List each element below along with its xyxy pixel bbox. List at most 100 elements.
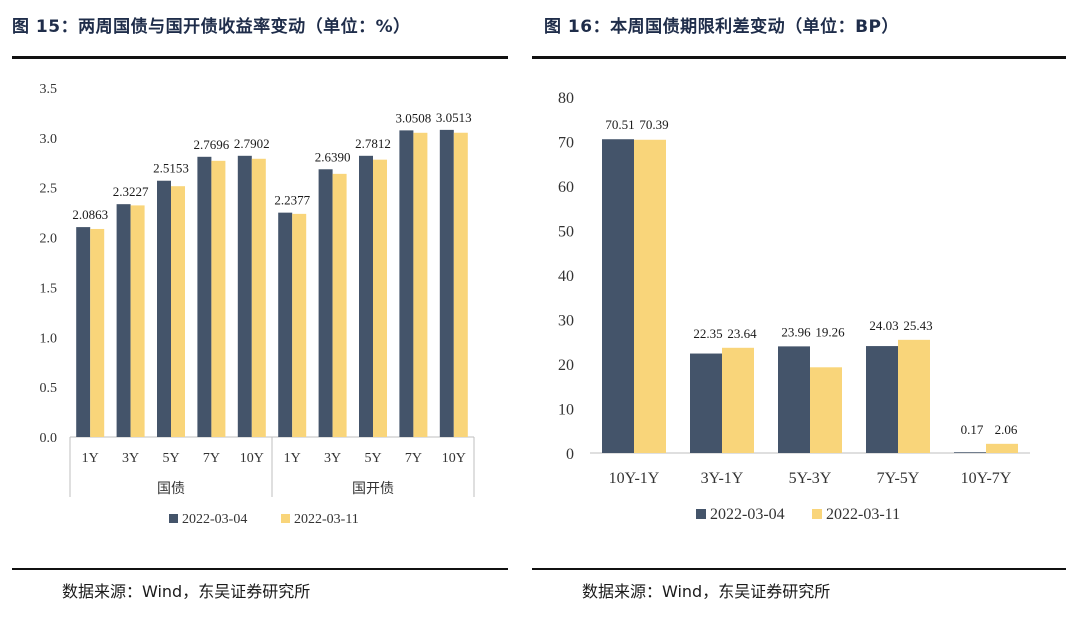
legend-swatch-2022-03-11 bbox=[812, 509, 822, 519]
y-tick-label: 3.0 bbox=[40, 132, 58, 147]
y-tick-label: 0.0 bbox=[40, 431, 58, 446]
x-tick-label: 3Y bbox=[122, 451, 139, 466]
data-label: 2.2377 bbox=[274, 193, 310, 208]
bar-2022-03-11 bbox=[986, 443, 1018, 453]
x-tick-label: 3Y-1Y bbox=[701, 470, 744, 487]
right-bottom-rule bbox=[532, 568, 1066, 570]
bar-2022-03-04 bbox=[954, 452, 986, 453]
bar-2022-03-11 bbox=[898, 339, 930, 453]
data-label: 2.6390 bbox=[315, 149, 351, 164]
bar-2022-03-04 bbox=[76, 227, 91, 437]
data-label: 70.39 bbox=[639, 117, 668, 132]
x-tick-label: 5Y bbox=[162, 451, 179, 466]
group-label: 国开债 bbox=[352, 481, 394, 497]
data-label: 2.5153 bbox=[153, 161, 189, 176]
left-source-note: 数据来源：Wind，东吴证券研究所 bbox=[62, 582, 311, 601]
bar-2022-03-11 bbox=[722, 347, 754, 453]
bar-2022-03-11 bbox=[171, 186, 185, 437]
data-label: 0.17 bbox=[961, 422, 984, 437]
x-tick-label: 1Y bbox=[284, 451, 301, 466]
y-tick-label: 70 bbox=[558, 135, 574, 152]
legend-swatch-2022-03-11 bbox=[281, 514, 290, 523]
data-label: 2.7812 bbox=[355, 136, 391, 151]
data-label: 2.7696 bbox=[194, 137, 230, 152]
group-label: 国债 bbox=[157, 481, 185, 497]
left-top-rule bbox=[12, 56, 508, 59]
bar-2022-03-11 bbox=[453, 132, 468, 437]
y-tick-label: 1.0 bbox=[40, 331, 58, 346]
x-tick-label: 5Y bbox=[364, 451, 381, 466]
data-label: 3.0508 bbox=[396, 110, 432, 125]
right-source-note: 数据来源：Wind，东吴证券研究所 bbox=[582, 582, 831, 601]
x-tick-label: 7Y bbox=[203, 451, 220, 466]
x-tick-label: 7Y bbox=[405, 451, 422, 466]
bar-2022-03-04 bbox=[116, 204, 131, 437]
data-label: 2.3227 bbox=[113, 184, 149, 199]
x-tick-label: 7Y-5Y bbox=[877, 470, 920, 487]
y-tick-label: 30 bbox=[558, 313, 574, 330]
data-label: 24.03 bbox=[869, 318, 898, 333]
y-tick-label: 3.5 bbox=[40, 82, 58, 97]
bar-2022-03-04 bbox=[866, 346, 898, 453]
bar-2022-03-04 bbox=[602, 139, 634, 453]
bar-2022-03-11 bbox=[130, 205, 145, 437]
legend-label: 2022-03-04 bbox=[710, 506, 785, 523]
x-tick-label: 1Y bbox=[82, 451, 99, 466]
data-label: 2.0863 bbox=[72, 207, 108, 222]
y-tick-label: 50 bbox=[558, 224, 574, 241]
bar-2022-03-04 bbox=[197, 156, 212, 437]
y-tick-label: 60 bbox=[558, 179, 574, 196]
data-label: 23.64 bbox=[727, 326, 757, 341]
legend-label: 2022-03-11 bbox=[294, 512, 359, 527]
right-top-rule bbox=[532, 56, 1066, 59]
bar-2022-03-11 bbox=[251, 158, 266, 437]
y-tick-label: 0 bbox=[566, 446, 574, 463]
y-tick-label: 2.5 bbox=[40, 182, 58, 197]
bar-2022-03-11 bbox=[332, 173, 347, 437]
left-figure-panel: 图 15：两周国债与国开债收益率变动（单位：%） 0.0 0.5 1.0 1.5 2.0… bbox=[0, 0, 520, 618]
x-tick-label: 10Y bbox=[240, 451, 264, 466]
y-tick-label: 1.5 bbox=[40, 281, 58, 296]
legend-swatch-2022-03-04 bbox=[696, 509, 706, 519]
x-tick-label: 3Y bbox=[324, 451, 341, 466]
data-label: 2.7902 bbox=[234, 136, 270, 151]
data-label: 19.26 bbox=[815, 324, 845, 339]
bar-2022-03-04 bbox=[157, 180, 171, 437]
bar-2022-03-04 bbox=[237, 155, 252, 437]
data-label: 3.0513 bbox=[436, 110, 472, 125]
right-figure-panel: 图 16：本周国债期限利差变动（单位：BP） 0 10 20 30 40 50 60 70 80… bbox=[530, 0, 1080, 618]
y-tick-label: 0.5 bbox=[40, 381, 58, 396]
bar-2022-03-11 bbox=[211, 160, 226, 438]
y-tick-label: 2.0 bbox=[40, 232, 58, 247]
legend-swatch-2022-03-04 bbox=[169, 514, 178, 523]
bar-2022-03-04 bbox=[318, 169, 333, 437]
bar-2022-03-11 bbox=[90, 228, 105, 437]
legend-label: 2022-03-11 bbox=[826, 506, 900, 523]
data-label: 2.06 bbox=[995, 422, 1018, 437]
x-tick-label: 10Y bbox=[442, 451, 466, 466]
bar-2022-03-11 bbox=[634, 139, 666, 453]
y-tick-label: 80 bbox=[558, 90, 574, 107]
right-spread-bar-chart: 0 10 20 30 40 50 60 70 80 70.51 70.39 10Y-1Y 22.35 23… bbox=[558, 90, 1030, 523]
x-tick-label: 10Y-1Y bbox=[609, 470, 660, 487]
bar-2022-03-04 bbox=[778, 346, 810, 453]
left-yield-bar-chart: 0.0 0.5 1.0 1.5 2.0 2.5 3.0 3.5 2.0863 1Y 2.3227 3Y… bbox=[40, 82, 475, 527]
y-tick-label: 10 bbox=[558, 402, 574, 419]
bar-2022-03-04 bbox=[439, 129, 454, 437]
right-figure-title: 图 16：本周国债期限利差变动（单位：BP） bbox=[544, 17, 899, 37]
data-label: 22.35 bbox=[693, 326, 722, 341]
left-figure-title: 图 15：两周国债与国开债收益率变动（单位：%） bbox=[12, 17, 411, 37]
data-label: 70.51 bbox=[605, 117, 634, 132]
bar-2022-03-04 bbox=[690, 353, 722, 453]
legend-label: 2022-03-04 bbox=[182, 512, 247, 527]
bar-2022-03-11 bbox=[413, 132, 428, 437]
data-label: 23.96 bbox=[781, 324, 811, 339]
bar-2022-03-04 bbox=[278, 212, 293, 437]
bar-2022-03-04 bbox=[399, 130, 414, 437]
bar-2022-03-11 bbox=[292, 213, 307, 437]
bar-2022-03-11 bbox=[373, 159, 387, 437]
bar-2022-03-11 bbox=[810, 367, 842, 453]
x-tick-label: 10Y-7Y bbox=[961, 470, 1012, 487]
x-tick-label: 5Y-3Y bbox=[789, 470, 832, 487]
y-tick-label: 20 bbox=[558, 357, 574, 374]
